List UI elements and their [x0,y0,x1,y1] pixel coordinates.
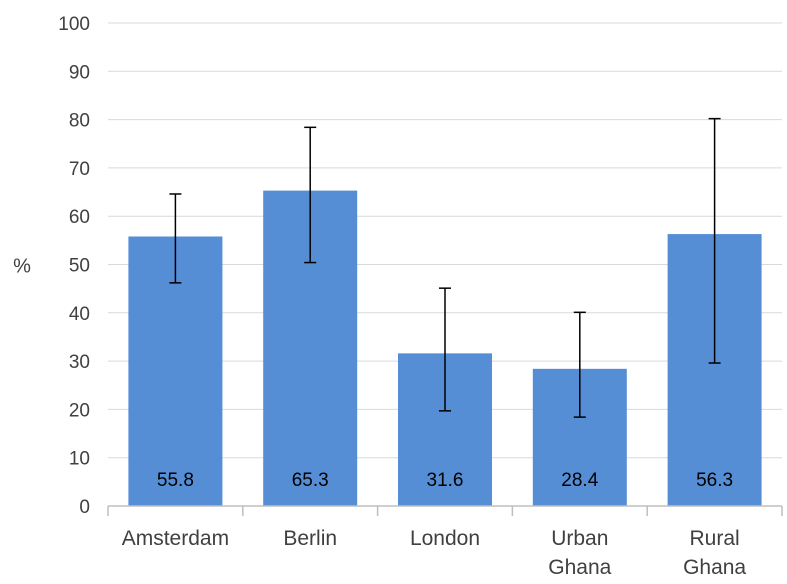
y-tick-label: 50 [69,256,90,277]
data-labels: 55.8 65.3 31.6 28.4 56.3 [157,470,733,491]
data-label: 56.3 [696,470,733,491]
data-label: 31.6 [427,470,464,491]
y-tick-label: 10 [69,449,90,470]
data-label: 28.4 [561,470,598,491]
y-axis-label: % [13,256,31,278]
y-tick-label: 70 [69,159,90,180]
y-tick-label: 40 [69,304,90,325]
x-category-label: Amsterdam [122,527,229,550]
y-tick-label: 0 [79,497,90,518]
data-label: 55.8 [157,470,194,491]
y-tick-label: 90 [69,62,90,83]
x-category-label: Rural [690,527,740,550]
x-category-label: Ghana [683,556,746,579]
error-bars [169,117,721,418]
y-tick-label: 20 [69,400,90,421]
y-tick-label: 80 [69,111,90,132]
x-category-label: London [410,527,480,550]
x-category-label: Ghana [548,556,611,579]
y-tick-label: 30 [69,352,90,373]
x-axis-category-labels: Amsterdam Berlin London Urban Ghana Rural Ghan… [107,506,783,579]
y-axis-tick-labels: 0 10 20 30 40 50 60 70 80 90 100 [58,14,90,518]
data-label: 65.3 [292,470,329,491]
y-tick-label: 60 [69,207,90,228]
y-tick-label: 100 [58,14,90,35]
x-category-label: Berlin [283,527,337,550]
x-category-label: Urban [551,527,608,550]
